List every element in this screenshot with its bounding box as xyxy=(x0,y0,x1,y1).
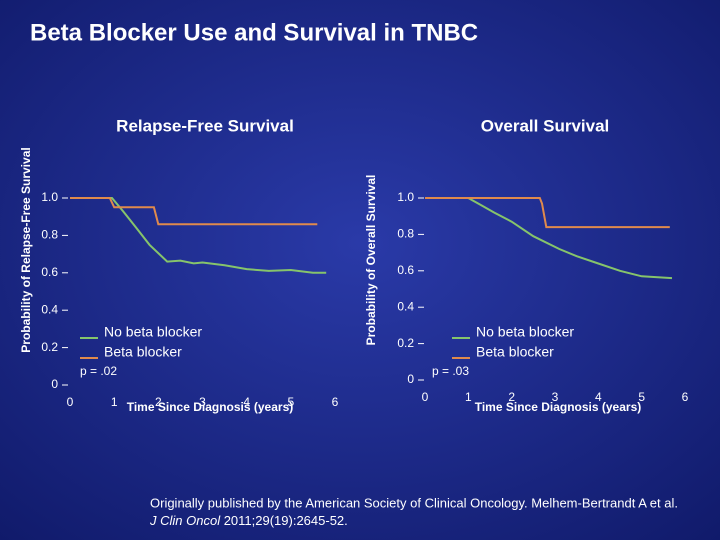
chart-title: Overall Survival xyxy=(481,116,610,135)
survival-curve xyxy=(425,197,670,229)
x-axis-label: Time Since Diagnosis (years) xyxy=(127,400,294,414)
x-tick-label: 2 xyxy=(508,390,515,404)
y-tick-label: 1.0 xyxy=(397,190,414,204)
x-tick-label: 4 xyxy=(243,395,250,409)
x-tick-label: 6 xyxy=(332,395,339,409)
x-tick-label: 1 xyxy=(111,395,118,409)
y-tick-label: 0.8 xyxy=(41,228,58,242)
footnote-citation: J Clin Oncol 2011;29(19):2645-52. xyxy=(149,513,348,528)
y-tick-label: 0.4 xyxy=(397,299,414,313)
survival-curve xyxy=(70,197,318,226)
y-tick-label: 0 xyxy=(407,372,414,386)
footnote: Originally published by the American Soc… xyxy=(150,495,678,510)
legend-text: No beta blocker xyxy=(476,324,574,340)
p-value: p = .03 xyxy=(432,364,469,378)
x-tick-label: 5 xyxy=(638,390,645,404)
x-tick-label: 3 xyxy=(552,390,559,404)
y-tick-label: 0.6 xyxy=(41,265,58,279)
x-tick-label: 3 xyxy=(199,395,206,409)
y-axis-label: Probability of Relapse-Free Survival xyxy=(19,147,33,352)
y-axis-label: Probability of Overall Survival xyxy=(364,175,378,346)
chart-title: Relapse-Free Survival xyxy=(116,116,294,135)
y-tick-label: 0.2 xyxy=(397,336,414,350)
x-tick-label: 6 xyxy=(682,390,689,404)
legend-text: Beta blocker xyxy=(104,344,182,360)
x-tick-label: 0 xyxy=(67,395,74,409)
legend-text: No beta blocker xyxy=(104,324,202,340)
x-tick-label: 2 xyxy=(155,395,162,409)
journal: J Clin Oncol xyxy=(149,513,221,528)
slide-title: Beta Blocker Use and Survival in TNBC xyxy=(30,19,478,46)
survival-curve xyxy=(70,197,327,274)
legend-text: Beta blocker xyxy=(476,344,554,360)
y-tick-label: 0 xyxy=(51,377,58,391)
x-axis-label: Time Since Diagnosis (years) xyxy=(475,400,642,414)
y-tick-label: 1.0 xyxy=(41,190,58,204)
x-tick-label: 5 xyxy=(287,395,294,409)
y-tick-label: 0.8 xyxy=(397,227,414,241)
survival-curve xyxy=(425,197,673,280)
y-tick-label: 0.2 xyxy=(41,340,58,354)
p-value: p = .02 xyxy=(80,364,117,378)
x-tick-label: 4 xyxy=(595,390,602,404)
y-tick-label: 0.6 xyxy=(397,263,414,277)
citation: 2011;29(19):2645-52. xyxy=(220,513,348,528)
x-tick-label: 1 xyxy=(465,390,472,404)
y-tick-label: 0.4 xyxy=(41,302,58,316)
x-tick-label: 0 xyxy=(422,390,429,404)
